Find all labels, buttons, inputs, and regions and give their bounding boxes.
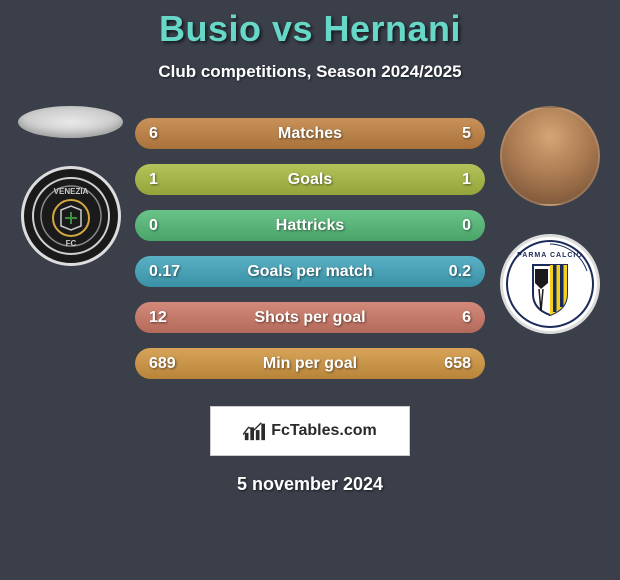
svg-text:VENEZIA: VENEZIA: [53, 187, 88, 196]
right-player-photo: [500, 106, 600, 206]
stat-left-value: 0.17: [149, 263, 189, 281]
stat-row-hattricks: 0 Hattricks 0: [135, 210, 485, 241]
right-player-column: PARMA CALCIO: [487, 106, 612, 334]
left-player-column: VENEZIA FC: [8, 106, 133, 266]
comparison-title: Busio vs Hernani: [0, 8, 620, 50]
left-player-placeholder: [18, 106, 123, 138]
stat-label: Hattricks: [276, 217, 344, 235]
stat-label: Shots per goal: [254, 309, 365, 327]
bar-chart-icon: [243, 420, 265, 442]
stat-left-value: 12: [149, 309, 189, 327]
stat-right-value: 5: [431, 125, 471, 143]
date-text: 5 november 2024: [0, 474, 620, 495]
stat-label: Min per goal: [263, 355, 357, 373]
stat-right-value: 0.2: [431, 263, 471, 281]
svg-text:FC: FC: [65, 239, 76, 248]
brand-box: FcTables.com: [210, 406, 410, 456]
parma-club-logo: PARMA CALCIO: [500, 234, 600, 334]
stat-row-min-per-goal: 689 Min per goal 658: [135, 348, 485, 379]
stat-right-value: 658: [431, 355, 471, 373]
stat-label: Goals per match: [247, 263, 372, 281]
stat-right-value: 6: [431, 309, 471, 327]
stat-row-goals-per-match: 0.17 Goals per match 0.2: [135, 256, 485, 287]
stat-row-matches: 6 Matches 5: [135, 118, 485, 149]
stat-left-value: 0: [149, 217, 189, 235]
stat-label: Matches: [278, 125, 342, 143]
parma-crest-icon: PARMA CALCIO: [505, 239, 595, 329]
venezia-club-logo: VENEZIA FC: [21, 166, 121, 266]
stat-left-value: 1: [149, 171, 189, 189]
stat-rows: 6 Matches 5 1 Goals 1 0 Hattricks 0 0.17…: [135, 118, 485, 379]
svg-text:PARMA CALCIO: PARMA CALCIO: [517, 252, 583, 259]
infographic-container: Busio vs Hernani Club competitions, Seas…: [0, 0, 620, 580]
stat-left-value: 6: [149, 125, 189, 143]
stat-right-value: 0: [431, 217, 471, 235]
brand-text: FcTables.com: [271, 422, 377, 440]
venezia-crest-icon: VENEZIA FC: [31, 176, 111, 256]
stat-label: Goals: [288, 171, 332, 189]
stat-row-shots-per-goal: 12 Shots per goal 6: [135, 302, 485, 333]
season-subtitle: Club competitions, Season 2024/2025: [0, 62, 620, 82]
stat-right-value: 1: [431, 171, 471, 189]
stat-left-value: 689: [149, 355, 189, 373]
stat-row-goals: 1 Goals 1: [135, 164, 485, 195]
stats-area: VENEZIA FC PARMA CALCIO: [0, 118, 620, 388]
